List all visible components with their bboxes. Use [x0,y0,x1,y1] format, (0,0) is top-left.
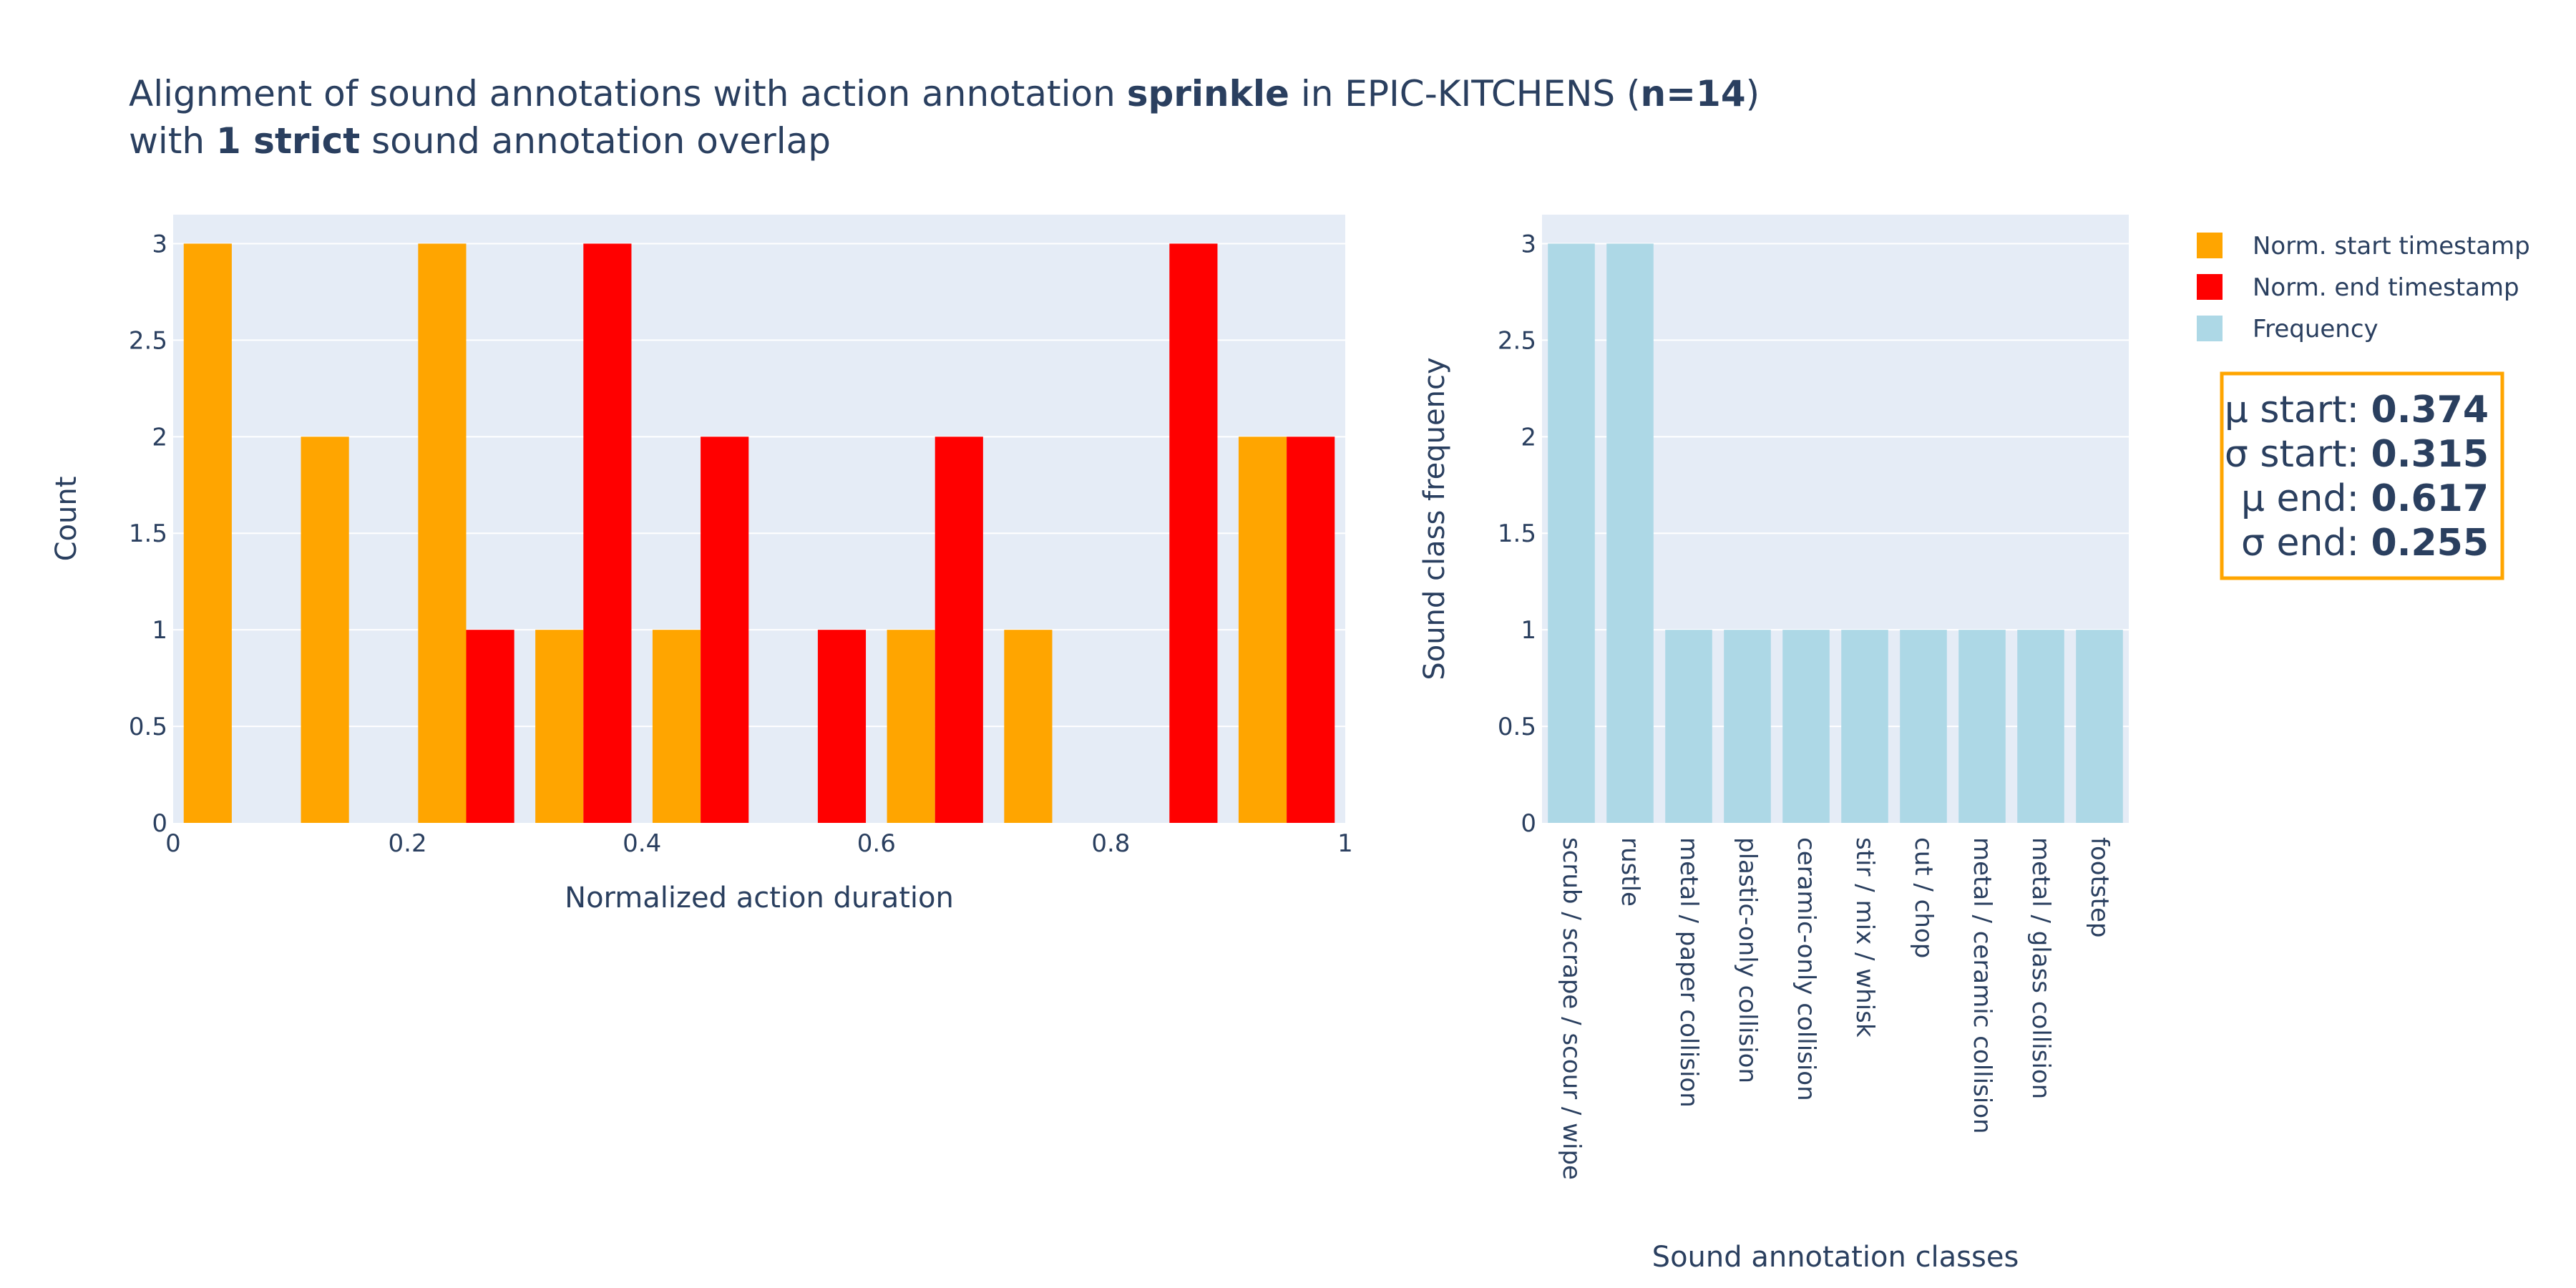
x-tick-label: 0.8 [1091,829,1130,858]
frequency-bar[interactable] [1958,630,2006,823]
category-label: plastic-only collision [1733,837,1762,1083]
histogram-y-axis-title: Count [50,477,83,562]
frequency-bar[interactable] [1841,630,1888,823]
y-tick-label: 0 [152,809,167,838]
y-tick-label: 1 [1521,616,1536,645]
y-tick-label: 2.5 [129,326,167,355]
y-tick-label: 0.5 [129,713,167,741]
y-tick-label: 0.5 [1498,713,1536,741]
stat-sigma-start: σ start: 0.315 [2225,433,2489,476]
legend-label-frequency: Frequency [2253,315,2379,343]
stat-mu-start: μ start: 0.374 [2225,389,2489,431]
category-label: metal / paper collision [1674,837,1703,1108]
frequency-bar[interactable] [1665,630,1712,823]
frequency-category-labels: scrub / scrape / scour / wipe rustle metal… [1557,837,2114,1180]
category-label: metal / glass collision [2026,837,2055,1099]
category-label: footstep [2085,837,2114,937]
histogram-x-axis-title: Normalized action duration [565,882,954,914]
y-tick-label: 2 [152,423,167,452]
category-label: scrub / scrape / scour / wipe [1557,837,1586,1180]
stat-mu-end: μ end: 0.617 [2241,477,2489,520]
y-tick-label: 1.5 [129,519,167,548]
frequency-y-ticks: 0 0.5 1 1.5 2 2.5 3 [1498,230,1536,838]
category-label: metal / ceramic collision [1968,837,1996,1134]
histogram-x-ticks: 0 0.2 0.4 0.6 0.8 1 [165,829,1353,858]
end-histogram-bar[interactable] [583,243,632,823]
start-histogram-bar[interactable] [183,243,232,823]
sample-count: n=14 [1641,73,1746,114]
frequency-bar[interactable] [1782,630,1830,823]
legend-item-frequency[interactable]: Frequency [2197,315,2379,343]
y-tick-label: 2.5 [1498,326,1536,355]
histogram-plot-area [173,215,1345,823]
start-histogram-bar[interactable] [652,630,701,823]
stat-sigma-end: σ end: 0.255 [2241,522,2489,565]
x-tick-label: 0 [165,829,181,858]
statistics-box-border [2220,371,2504,580]
category-label: cut / chop [1909,837,1938,958]
x-tick-label: 0.4 [623,829,661,858]
end-histogram-bar[interactable] [935,436,983,823]
category-label: ceramic-only collision [1792,837,1820,1101]
end-histogram-bar[interactable] [1169,243,1218,823]
overlap-mode: 1 strict [216,120,360,162]
legend-label-start: Norm. start timestamp [2253,232,2530,260]
statistics-box: μ start: 0.374 σ start: 0.315 μ end: 0.6… [2220,371,2504,580]
category-label: stir / mix / whisk [1850,837,1879,1038]
start-histogram-bar[interactable] [1004,630,1053,823]
frequency-panel: 0 0.5 1 1.5 2 2.5 3 scrub / scrape / scour / w… [1418,215,2129,1274]
frequency-bar[interactable] [1900,630,1947,823]
legend: Norm. start timestamp Norm. end timestam… [2197,232,2530,343]
start-histogram-bar[interactable] [418,243,467,823]
category-label: rustle [1616,837,1644,907]
legend-swatch-end [2197,274,2223,300]
frequency-bar[interactable] [2076,630,2123,823]
frequency-bar[interactable] [1724,630,1771,823]
legend-item-start[interactable]: Norm. start timestamp [2197,232,2530,260]
legend-swatch-start [2197,233,2223,258]
legend-item-end[interactable]: Norm. end timestamp [2197,273,2519,302]
legend-swatch-frequency [2197,316,2223,341]
histogram-panel: 0 0.5 1 1.5 2 2.5 3 0 0.2 0.4 0.6 0.8 1 Normalized … [50,215,1353,914]
start-histogram-bar[interactable] [1238,436,1287,823]
end-histogram-bar[interactable] [466,630,514,823]
chart-title-line-1: Alignment of sound annotations with acti… [129,73,1760,114]
chart-title-line-2: with 1 strict sound annotation overlap [129,120,831,162]
histogram-gridlines [173,243,1345,728]
y-tick-label: 2 [1521,423,1536,452]
frequency-bars [1548,243,2123,823]
y-tick-label: 3 [1521,230,1536,258]
frequency-x-axis-title: Sound annotation classes [1652,1241,2019,1274]
frequency-bar[interactable] [1606,243,1654,823]
x-tick-label: 0.6 [857,829,896,858]
y-tick-label: 1.5 [1498,519,1536,548]
x-tick-label: 0.2 [389,829,427,858]
start-histogram-bar[interactable] [535,630,584,823]
action-name: sprinkle [1127,73,1289,114]
end-histogram-bar[interactable] [817,630,867,823]
histogram-bars [183,243,1335,823]
end-histogram-bar[interactable] [701,436,749,823]
start-histogram-bar[interactable] [301,436,349,823]
histogram-y-ticks: 0 0.5 1 1.5 2 2.5 3 [129,230,167,838]
end-histogram-bar[interactable] [1287,436,1335,823]
start-histogram-bar[interactable] [887,630,935,823]
y-tick-label: 1 [152,616,167,645]
y-tick-label: 0 [1521,809,1536,838]
legend-label-end: Norm. end timestamp [2253,273,2519,302]
y-tick-label: 3 [152,230,167,258]
frequency-bar[interactable] [1548,243,1595,823]
x-tick-label: 1 [1337,829,1353,858]
frequency-bar[interactable] [2017,630,2064,823]
frequency-y-axis-title: Sound class frequency [1418,357,1451,680]
